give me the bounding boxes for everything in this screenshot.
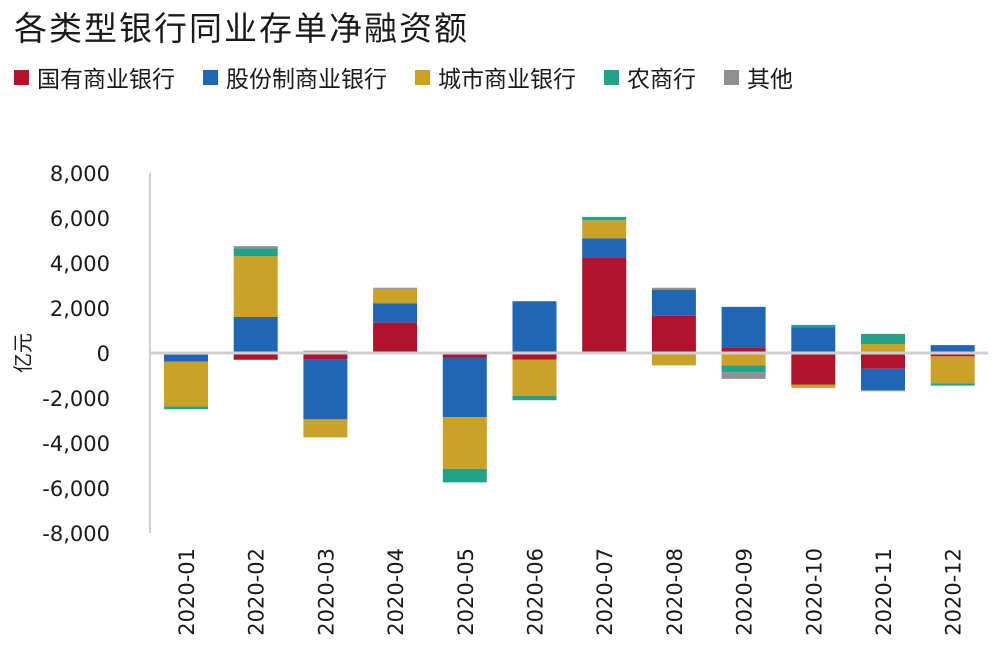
x-tick-label: 2020-12 xyxy=(942,548,966,636)
y-tick-label: -6,000 xyxy=(42,477,110,501)
x-tick-label: 2020-09 xyxy=(733,548,757,636)
bar-segment xyxy=(861,353,905,369)
legend-label: 农商行 xyxy=(627,67,696,93)
bar-segment xyxy=(442,417,487,469)
bar-segment xyxy=(373,287,418,289)
legend-label: 城市商业银行 xyxy=(438,67,576,93)
bar-segment xyxy=(233,317,278,353)
legend-swatch xyxy=(724,69,739,85)
bar-segment xyxy=(303,419,348,438)
x-tick-label: 2020-01 xyxy=(175,548,199,636)
legend-item-state-owned: 国有商业银行 xyxy=(14,60,175,94)
bar-segment xyxy=(791,324,836,328)
legend-item-rural-commercial: 农商行 xyxy=(604,60,696,94)
legend-swatch xyxy=(604,69,619,85)
bar-segment xyxy=(651,353,696,366)
x-tick-label: 2020-04 xyxy=(384,548,408,636)
bar-segment xyxy=(861,390,905,392)
bar-segment xyxy=(512,353,557,360)
bar-segment xyxy=(164,406,208,410)
bar-segment xyxy=(233,256,278,317)
x-tick-label: 2020-05 xyxy=(454,548,478,636)
y-tick-label: 8,000 xyxy=(50,162,110,186)
bar-segment xyxy=(582,216,627,221)
bar-segment xyxy=(721,306,766,348)
x-tick-label: 2020-02 xyxy=(245,548,269,636)
bar-segment xyxy=(303,359,348,420)
x-tick-labels: 2020-01 2020-02 2020-03 2020-04 2020-05 2020-… xyxy=(175,548,966,636)
bar-segment xyxy=(721,365,766,373)
bar-segment xyxy=(233,353,278,360)
legend-swatch xyxy=(203,69,218,85)
bar-segment xyxy=(303,353,348,360)
bar-segment xyxy=(512,301,557,353)
legend-swatch xyxy=(415,69,430,85)
y-tick-label: 6,000 xyxy=(50,207,110,231)
bar-segment xyxy=(930,353,975,357)
y-axis-title: 亿元 xyxy=(11,333,35,373)
x-tick-label: 2020-03 xyxy=(314,548,338,636)
x-tick-label: 2020-11 xyxy=(872,548,896,636)
bar-segment xyxy=(651,287,696,290)
bar-segment xyxy=(861,344,905,353)
x-tick-label: 2020-08 xyxy=(663,548,687,636)
bar-segment xyxy=(721,372,766,379)
bar-segment xyxy=(512,395,557,401)
bar-segment xyxy=(233,246,278,249)
bar-segment xyxy=(164,361,208,407)
bar-segment xyxy=(930,345,975,353)
bar-segment xyxy=(791,384,836,388)
y-tick-label: 0 xyxy=(97,342,110,366)
legend-label: 国有商业银行 xyxy=(37,67,175,93)
bar-segment xyxy=(651,290,696,316)
bar-segment xyxy=(861,333,905,344)
bar-segment xyxy=(582,220,627,239)
bar-segment xyxy=(930,383,975,386)
x-tick-label: 2020-06 xyxy=(524,548,548,636)
y-tick-label: -4,000 xyxy=(42,432,110,456)
bar-segment xyxy=(582,238,627,258)
bar-segment xyxy=(373,288,418,304)
bars-group xyxy=(164,216,975,483)
y-tick-label: -2,000 xyxy=(42,387,110,411)
y-tick-labels: 8,000 6,000 4,000 2,000 0 -2,000 -4,000 -6,000 -… xyxy=(42,162,110,546)
chart-title: 各类型银行同业存单净融资额 xyxy=(14,9,469,48)
bar-segment xyxy=(442,357,487,418)
legend-item-other: 其他 xyxy=(724,60,793,94)
bar-segment xyxy=(582,257,627,353)
bar-segment xyxy=(442,353,487,358)
y-tick-label: 4,000 xyxy=(50,252,110,276)
bar-segment xyxy=(861,368,905,391)
x-tick-label: 2020-10 xyxy=(802,548,826,636)
bar-segment xyxy=(512,359,557,396)
bar-segment xyxy=(651,315,696,353)
bar-segment xyxy=(373,322,418,353)
legend-item-joint-stock: 股份制商业银行 xyxy=(203,60,387,94)
bar-segment xyxy=(721,347,766,353)
x-tick-label: 2020-07 xyxy=(593,548,617,636)
bar-segment xyxy=(791,353,836,385)
bar-segment xyxy=(791,327,836,353)
bar-segment xyxy=(233,248,278,257)
bar-segment xyxy=(721,353,766,366)
legend-label: 其他 xyxy=(747,67,793,93)
bar-segment xyxy=(373,303,418,323)
legend-item-city-commercial: 城市商业银行 xyxy=(415,60,576,94)
bar-segment xyxy=(442,468,487,483)
y-tick-label: -8,000 xyxy=(42,522,110,546)
legend-swatch xyxy=(14,69,29,85)
bar-segment xyxy=(930,356,975,384)
y-tick-label: 2,000 xyxy=(50,297,110,321)
legend-label: 股份制商业银行 xyxy=(226,67,387,93)
bar-segment xyxy=(164,354,208,362)
legend: 国有商业银行 股份制商业银行 城市商业银行 农商行 其他 xyxy=(14,60,793,94)
